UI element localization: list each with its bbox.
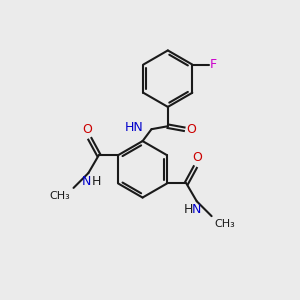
Text: F: F bbox=[210, 58, 217, 71]
Text: H: H bbox=[184, 203, 193, 216]
Text: CH₃: CH₃ bbox=[214, 219, 235, 229]
Text: O: O bbox=[187, 123, 196, 136]
Text: N: N bbox=[192, 203, 201, 216]
Text: HN: HN bbox=[124, 121, 143, 134]
Text: N: N bbox=[82, 175, 92, 188]
Text: O: O bbox=[82, 123, 92, 136]
Text: CH₃: CH₃ bbox=[50, 191, 70, 201]
Text: H: H bbox=[92, 175, 101, 188]
Text: O: O bbox=[193, 151, 202, 164]
